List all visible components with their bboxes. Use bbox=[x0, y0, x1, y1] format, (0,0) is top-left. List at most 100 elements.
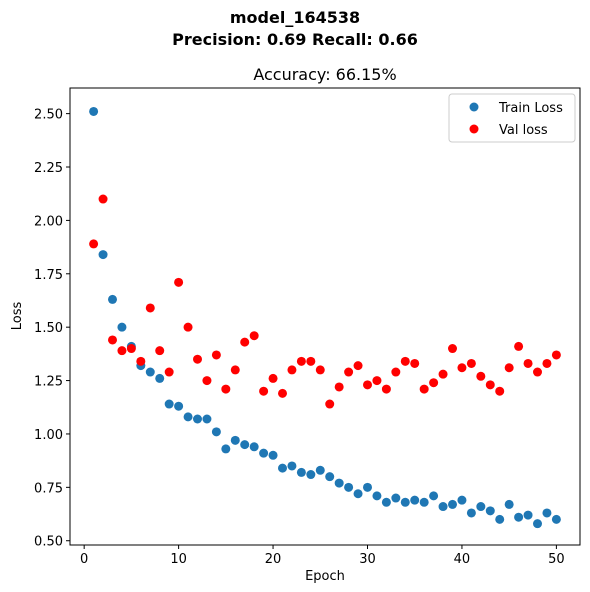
y-tick-label: 2.00 bbox=[34, 214, 63, 229]
point-val-loss-epoch-4 bbox=[117, 346, 127, 356]
y-tick-label: 2.25 bbox=[34, 161, 63, 176]
point-train-loss-epoch-39 bbox=[448, 499, 457, 509]
legend-marker-train-loss bbox=[469, 102, 479, 112]
point-val-loss-epoch-14 bbox=[211, 350, 221, 360]
point-train-loss-epoch-46 bbox=[514, 512, 524, 522]
point-val-loss-epoch-43 bbox=[485, 380, 495, 390]
figure-suptitle-line1: model_164538 bbox=[230, 8, 360, 27]
point-train-loss-epoch-3 bbox=[108, 294, 117, 304]
point-val-loss-epoch-48 bbox=[533, 367, 542, 377]
point-train-loss-epoch-36 bbox=[419, 497, 429, 507]
point-val-loss-epoch-34 bbox=[400, 356, 410, 366]
point-train-loss-epoch-13 bbox=[202, 414, 212, 424]
point-val-loss-epoch-46 bbox=[514, 341, 524, 351]
point-train-loss-epoch-37 bbox=[429, 491, 439, 501]
point-val-loss-epoch-23 bbox=[296, 356, 306, 366]
point-train-loss-epoch-41 bbox=[466, 508, 476, 518]
legend: Train Loss Val loss bbox=[448, 93, 576, 143]
point-val-loss-epoch-24 bbox=[306, 356, 316, 366]
point-train-loss-epoch-7 bbox=[145, 367, 155, 377]
point-train-loss-epoch-20 bbox=[268, 450, 278, 460]
point-train-loss-epoch-23 bbox=[296, 467, 306, 477]
x-tick-label: 50 bbox=[548, 552, 565, 567]
point-val-loss-epoch-16 bbox=[230, 365, 240, 375]
point-train-loss-epoch-22 bbox=[287, 461, 297, 471]
point-train-loss-epoch-14 bbox=[211, 427, 221, 437]
figure-suptitle-line2: Precision: 0.69 Recall: 0.66 bbox=[172, 30, 418, 49]
point-train-loss-epoch-11 bbox=[183, 412, 193, 422]
y-tick-label: 0.75 bbox=[34, 481, 63, 496]
point-val-loss-epoch-32 bbox=[381, 384, 391, 394]
chart-title: Accuracy: 66.15% bbox=[253, 65, 396, 84]
plot-area-frame bbox=[69, 87, 581, 546]
data-points bbox=[89, 106, 561, 529]
y-tick-label: 1.50 bbox=[34, 321, 63, 336]
y-tick-label: 0.50 bbox=[34, 535, 63, 550]
legend-marker-val-loss bbox=[469, 124, 479, 134]
point-val-loss-epoch-6 bbox=[136, 356, 146, 366]
point-train-loss-epoch-29 bbox=[353, 489, 363, 499]
point-val-loss-epoch-36 bbox=[419, 384, 429, 394]
point-train-loss-epoch-34 bbox=[400, 497, 410, 507]
point-val-loss-epoch-19 bbox=[259, 386, 269, 396]
point-val-loss-epoch-37 bbox=[429, 378, 439, 388]
point-val-loss-epoch-42 bbox=[476, 371, 486, 381]
point-val-loss-epoch-22 bbox=[287, 365, 297, 375]
point-val-loss-epoch-47 bbox=[523, 358, 533, 368]
point-val-loss-epoch-50 bbox=[551, 350, 561, 360]
point-val-loss-epoch-30 bbox=[363, 380, 372, 390]
point-val-loss-epoch-20 bbox=[268, 373, 278, 383]
point-val-loss-epoch-8 bbox=[155, 346, 165, 356]
point-train-loss-epoch-45 bbox=[504, 499, 514, 509]
point-train-loss-epoch-42 bbox=[476, 502, 486, 512]
point-train-loss-epoch-9 bbox=[164, 399, 174, 409]
point-val-loss-epoch-10 bbox=[174, 277, 184, 287]
y-tick-label: 1.25 bbox=[34, 375, 63, 390]
point-train-loss-epoch-38 bbox=[438, 502, 448, 512]
point-val-loss-epoch-45 bbox=[504, 363, 514, 373]
point-train-loss-epoch-19 bbox=[259, 448, 269, 458]
y-tick-label: 1.00 bbox=[34, 428, 63, 443]
legend-box bbox=[448, 93, 576, 143]
y-tick-label: 2.50 bbox=[34, 108, 63, 123]
point-train-loss-epoch-35 bbox=[410, 495, 420, 505]
legend-label-train-loss: Train Loss bbox=[498, 101, 563, 116]
point-train-loss-epoch-32 bbox=[381, 497, 391, 507]
point-train-loss-epoch-27 bbox=[334, 478, 344, 488]
point-train-loss-epoch-18 bbox=[249, 442, 259, 452]
point-train-loss-epoch-50 bbox=[551, 514, 561, 524]
point-train-loss-epoch-1 bbox=[89, 106, 99, 116]
point-val-loss-epoch-33 bbox=[391, 367, 401, 377]
point-val-loss-epoch-5 bbox=[126, 344, 136, 354]
point-val-loss-epoch-28 bbox=[344, 367, 354, 377]
point-train-loss-epoch-30 bbox=[363, 482, 372, 492]
point-train-loss-epoch-8 bbox=[155, 373, 165, 383]
point-val-loss-epoch-9 bbox=[164, 367, 174, 377]
point-val-loss-epoch-11 bbox=[183, 322, 193, 332]
point-train-loss-epoch-25 bbox=[315, 465, 325, 475]
point-train-loss-epoch-43 bbox=[485, 506, 495, 516]
point-val-loss-epoch-15 bbox=[221, 384, 231, 394]
point-train-loss-epoch-15 bbox=[221, 444, 231, 454]
point-val-loss-epoch-38 bbox=[438, 369, 448, 379]
point-val-loss-epoch-3 bbox=[108, 335, 117, 345]
x-tick-label: 0 bbox=[80, 552, 88, 567]
point-val-loss-epoch-27 bbox=[334, 382, 344, 392]
point-train-loss-epoch-10 bbox=[174, 401, 184, 411]
point-train-loss-epoch-12 bbox=[193, 414, 202, 424]
point-train-loss-epoch-16 bbox=[230, 435, 240, 445]
point-val-loss-epoch-1 bbox=[89, 239, 99, 249]
point-val-loss-epoch-41 bbox=[466, 358, 476, 368]
point-val-loss-epoch-26 bbox=[325, 399, 335, 409]
x-tick-label: 40 bbox=[454, 552, 471, 567]
point-train-loss-epoch-49 bbox=[542, 508, 552, 518]
x-axis-label: Epoch bbox=[305, 569, 345, 584]
point-train-loss-epoch-31 bbox=[372, 491, 382, 501]
point-val-loss-epoch-29 bbox=[353, 361, 363, 371]
x-tick-label: 10 bbox=[170, 552, 187, 567]
point-val-loss-epoch-2 bbox=[98, 194, 108, 204]
point-val-loss-epoch-7 bbox=[145, 303, 155, 313]
point-train-loss-epoch-44 bbox=[495, 514, 505, 524]
point-val-loss-epoch-17 bbox=[240, 337, 250, 347]
